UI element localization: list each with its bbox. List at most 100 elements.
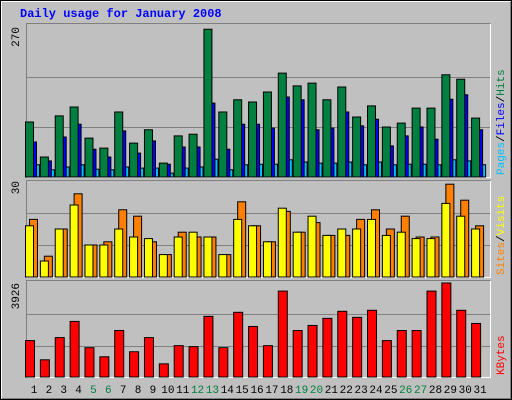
x-tick-label: 4 [75, 385, 82, 397]
x-tick-label: 21 [325, 385, 339, 397]
x-tick-label: 14 [221, 385, 235, 397]
bar [248, 325, 259, 378]
legend: Sites/Visits [496, 196, 508, 275]
bar [367, 105, 377, 178]
bar [456, 309, 467, 378]
bar [471, 322, 482, 378]
x-tick-label: 7 [120, 385, 127, 397]
bar [381, 340, 392, 378]
x-tick-label: 27 [414, 385, 427, 397]
bar [39, 359, 50, 378]
y-tick-label: 30 [11, 181, 23, 194]
x-tick-label: 2 [46, 385, 53, 397]
bar [99, 356, 110, 378]
bar [292, 231, 302, 278]
y-tick-label: 270 [11, 27, 23, 47]
bar [396, 122, 406, 178]
x-tick-label: 12 [191, 385, 204, 397]
bar [411, 238, 421, 278]
bar [367, 218, 377, 278]
bar [114, 111, 124, 178]
bar [352, 316, 363, 378]
legend-separator: / [496, 96, 508, 103]
bar [381, 126, 391, 178]
bar [158, 254, 168, 278]
bar [248, 101, 258, 178]
x-tick-label: 16 [250, 385, 263, 397]
bar [471, 117, 481, 178]
bar [158, 363, 169, 378]
bar [322, 317, 333, 378]
bar [396, 231, 406, 278]
bar [262, 345, 273, 378]
legend-separator: / [496, 135, 508, 142]
bar [233, 99, 243, 178]
x-tick-label: 9 [150, 385, 157, 397]
bar [352, 228, 362, 278]
legend-entry: Hits [496, 69, 508, 95]
bar [352, 116, 362, 178]
legend-entry: Visits [496, 196, 508, 236]
x-tick-label: 29 [444, 385, 457, 397]
x-tick-label: 24 [369, 385, 383, 397]
bar [54, 115, 64, 178]
bar [471, 228, 481, 278]
bar [396, 330, 407, 378]
x-tick-label: 1 [31, 385, 38, 397]
x-tick-label: 11 [176, 385, 190, 397]
bar [307, 215, 317, 278]
chart-title: Daily usage for January 2008 [20, 7, 222, 21]
bar [129, 351, 140, 378]
bar [337, 228, 347, 278]
bar [173, 236, 183, 278]
bar [307, 82, 317, 178]
x-tick-label: 6 [105, 385, 112, 397]
x-tick-label: 3 [60, 385, 67, 397]
bar [307, 324, 318, 378]
bar [173, 135, 183, 178]
bar [426, 238, 436, 278]
bar [69, 204, 79, 278]
legend-entry: Files [496, 102, 508, 135]
legend-entry: Sites [496, 242, 508, 275]
bar [158, 162, 168, 178]
x-tick-label: 31 [473, 385, 487, 397]
bar [203, 236, 213, 278]
bar [233, 311, 244, 378]
x-tick-label: 23 [355, 385, 368, 397]
bar [25, 121, 34, 178]
bar [25, 225, 34, 278]
bar [322, 234, 332, 278]
x-tick-label: 22 [340, 385, 353, 397]
bar [218, 347, 229, 378]
x-tick-label: 26 [399, 385, 412, 397]
legend-entry: Pages [496, 142, 508, 175]
x-tick-label: 13 [206, 385, 219, 397]
bar [456, 215, 466, 278]
bar [188, 346, 199, 378]
bar [114, 330, 125, 378]
bar [99, 147, 109, 178]
bar [143, 238, 153, 278]
bar [411, 330, 422, 378]
legend: Pages/Files/Hits [496, 69, 508, 175]
bar [262, 91, 272, 178]
bar [426, 107, 436, 178]
bar [367, 309, 378, 378]
x-tick-label: 18 [280, 385, 293, 397]
x-tick-label: 19 [295, 385, 308, 397]
bar [441, 74, 451, 178]
bar [203, 28, 213, 178]
bar [411, 107, 421, 178]
x-tick-label: 25 [384, 385, 397, 397]
bar [322, 99, 332, 178]
bar [456, 78, 466, 178]
bar [39, 156, 49, 178]
bar [426, 290, 437, 378]
bar [218, 254, 228, 278]
bar [54, 228, 64, 278]
x-tick-label: 15 [236, 385, 249, 397]
